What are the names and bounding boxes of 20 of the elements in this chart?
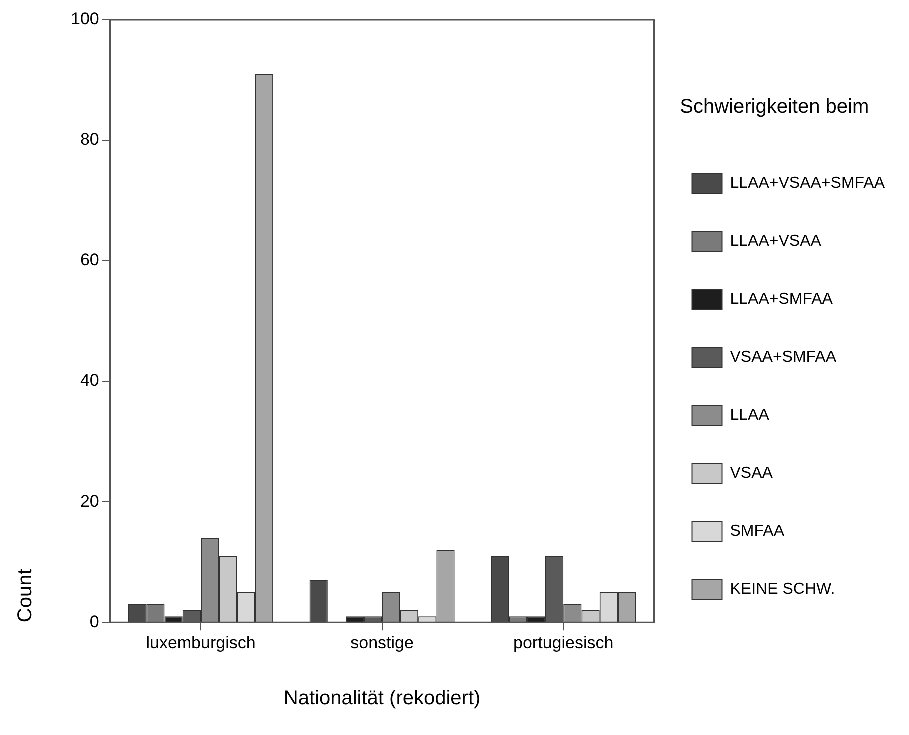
y-tick-label: 100 [70, 10, 100, 29]
legend-label: VSAA [730, 464, 774, 482]
y-tick-label: 20 [80, 492, 100, 511]
legend-title: Schwierigkeiten beim [680, 96, 870, 118]
legend-label: LLAA+VSAA [730, 232, 822, 250]
legend-label: LLAA+VSAA+SMFAA [730, 174, 886, 192]
y-tick-label: 60 [80, 250, 100, 270]
y-axis-title: Count [14, 568, 37, 623]
x-axis-title: Nationalität (rekodiert) [284, 688, 481, 710]
y-tick-label: 80 [80, 130, 100, 150]
x-tick-label: portugiesisch [514, 633, 614, 652]
legend-label: SMFAA [730, 522, 785, 540]
y-tick-label: 40 [80, 371, 100, 390]
x-tick-label: sonstige [350, 633, 414, 652]
legend-label: KEINE SCHW. [730, 580, 836, 598]
legend-label: VSAA+SMFAA [730, 348, 837, 366]
legend-label: LLAA [730, 406, 770, 424]
legend-label: LLAA+SMFAA [730, 290, 834, 308]
y-tick-label: 0 [90, 612, 100, 632]
x-tick-label: luxemburgisch [146, 633, 256, 652]
